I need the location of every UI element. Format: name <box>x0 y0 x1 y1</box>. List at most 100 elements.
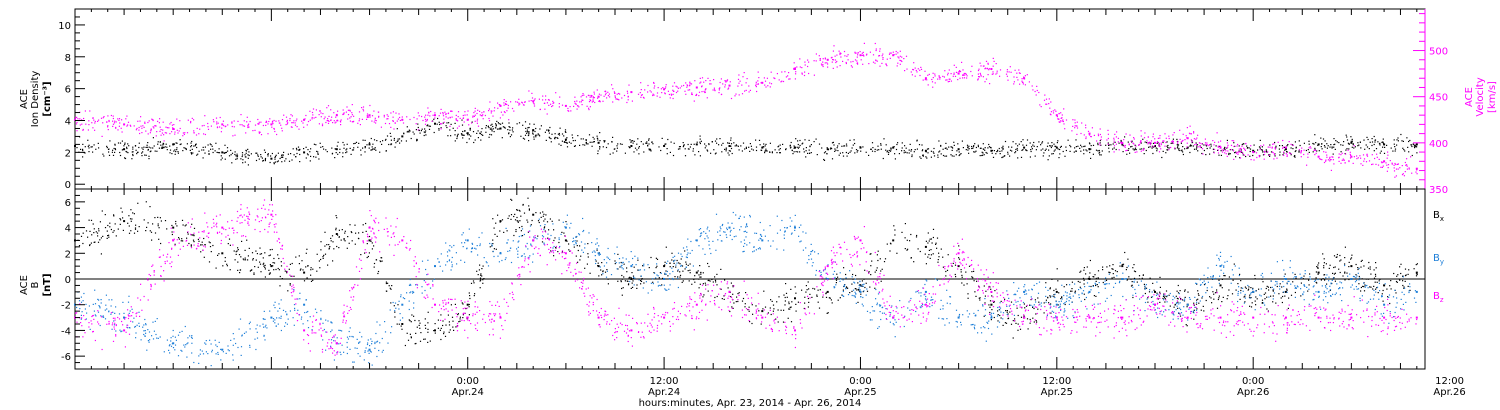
data-point <box>738 94 740 96</box>
data-point <box>181 219 184 221</box>
data-point <box>362 106 365 108</box>
data-point <box>966 77 968 79</box>
data-point <box>977 144 979 146</box>
data-point <box>362 224 364 226</box>
data-point <box>1134 271 1137 273</box>
data-point <box>307 265 309 267</box>
data-point <box>492 239 494 241</box>
data-point <box>1143 148 1145 150</box>
data-point <box>1406 158 1408 160</box>
data-point <box>737 300 739 303</box>
data-point <box>617 98 619 100</box>
data-point <box>1320 146 1322 148</box>
data-point <box>1282 295 1284 298</box>
data-point <box>520 215 522 217</box>
data-point <box>530 100 532 102</box>
data-point <box>930 249 932 251</box>
data-point <box>291 262 293 265</box>
data-point <box>1395 280 1398 283</box>
data-point <box>519 210 521 212</box>
data-point <box>1169 305 1171 307</box>
data-point <box>684 250 686 252</box>
data-point <box>619 143 622 145</box>
data-point <box>860 150 862 152</box>
data-point <box>146 144 148 146</box>
data-point <box>1217 152 1220 154</box>
data-point <box>783 294 785 296</box>
data-point <box>1332 156 1334 158</box>
data-point <box>797 301 799 303</box>
data-point <box>664 143 666 145</box>
data-point <box>462 130 464 133</box>
data-point <box>846 287 848 289</box>
data-point <box>652 94 654 97</box>
data-point <box>358 142 360 144</box>
data-point <box>745 147 747 149</box>
data-point <box>1254 274 1256 277</box>
data-point <box>1416 173 1418 175</box>
data-point <box>115 126 117 129</box>
data-point <box>555 247 557 249</box>
data-point <box>1226 298 1228 300</box>
data-point <box>191 148 193 150</box>
data-point <box>190 122 192 124</box>
data-point <box>519 103 521 105</box>
data-point <box>1387 154 1389 156</box>
data-point <box>691 93 693 96</box>
data-point <box>96 232 99 234</box>
data-point <box>616 150 618 152</box>
data-point <box>1057 148 1059 150</box>
data-point <box>934 82 936 84</box>
data-point <box>658 146 660 148</box>
data-point <box>835 282 837 284</box>
data-point <box>1221 149 1223 151</box>
data-point <box>1077 280 1079 283</box>
data-point <box>763 77 765 79</box>
data-point <box>193 132 195 134</box>
data-point <box>1345 153 1347 155</box>
data-point <box>1308 279 1310 281</box>
data-point <box>1401 165 1403 167</box>
data-point <box>1374 139 1377 141</box>
data-point <box>362 110 365 112</box>
data-point <box>281 154 283 156</box>
data-point <box>1077 145 1079 147</box>
data-point <box>557 133 559 135</box>
data-point <box>614 263 616 265</box>
data-point <box>777 321 779 323</box>
data-point <box>605 92 607 94</box>
data-point <box>1100 136 1102 138</box>
data-point <box>599 132 601 134</box>
data-point <box>174 349 176 351</box>
data-point <box>1153 146 1155 148</box>
data-point <box>417 123 419 125</box>
data-point <box>1295 277 1297 279</box>
data-point <box>914 149 916 151</box>
data-point <box>1241 151 1243 153</box>
data-point <box>198 240 200 242</box>
data-point <box>368 147 370 149</box>
data-point <box>813 60 815 62</box>
data-point <box>832 50 834 52</box>
data-point <box>191 223 193 225</box>
data-point <box>874 287 876 289</box>
data-point <box>613 91 615 93</box>
data-point <box>1105 144 1107 146</box>
data-point <box>1349 153 1351 155</box>
data-point <box>738 149 740 151</box>
data-point <box>387 118 389 120</box>
data-point <box>861 54 863 56</box>
data-point <box>997 150 999 152</box>
data-point <box>699 155 701 157</box>
data-point <box>653 87 655 89</box>
data-point <box>991 309 993 311</box>
data-point <box>149 151 151 153</box>
data-point <box>1219 146 1222 149</box>
data-point <box>761 81 764 84</box>
data-point <box>433 118 435 120</box>
data-point <box>1085 149 1087 151</box>
data-point <box>463 121 465 123</box>
data-point <box>1190 144 1192 146</box>
data-point <box>967 147 969 149</box>
data-point <box>339 148 341 150</box>
